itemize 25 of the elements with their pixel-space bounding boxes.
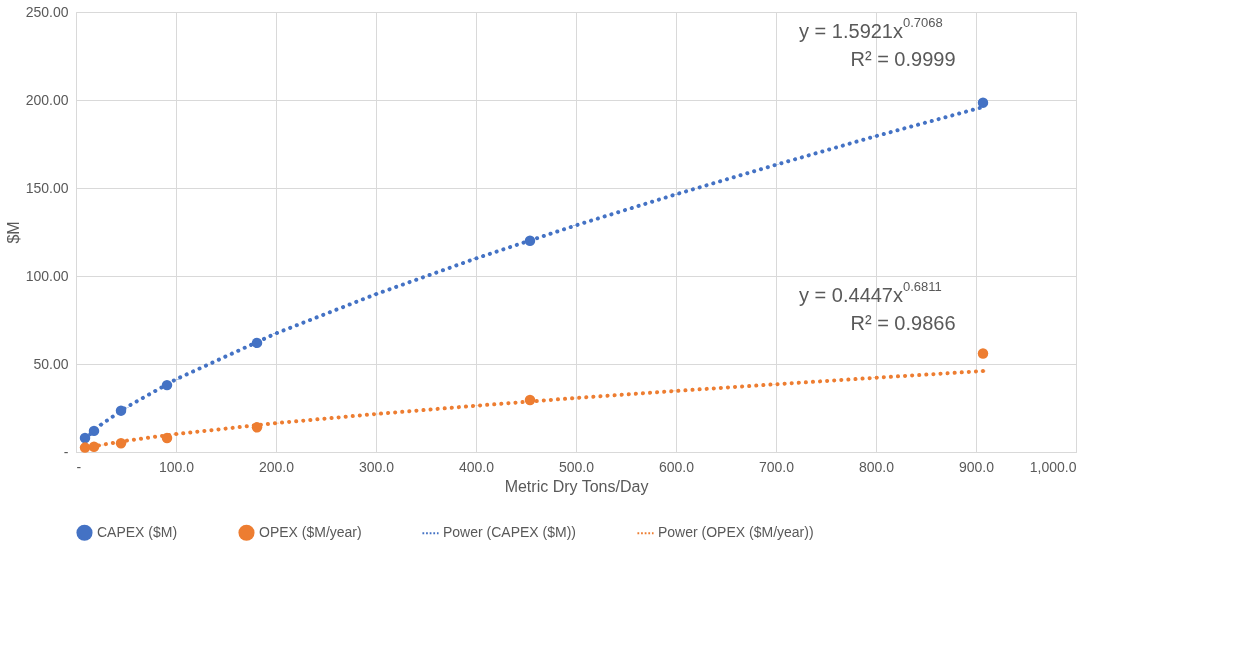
y-tick-label: 250.00 — [25, 3, 69, 20]
x-axis-title: Metric Dry Tons/Day — [504, 477, 649, 495]
y-tick-label: 150.00 — [25, 179, 69, 196]
point — [977, 348, 989, 359]
y-tick-label: - — [63, 443, 69, 460]
legend-label: Power (OPEX ($M/year)) — [658, 524, 814, 541]
x-tick-label: 200.0 — [258, 458, 295, 475]
y-axis-title: $M — [4, 221, 22, 244]
legend-label: OPEX ($M/year) — [259, 523, 362, 540]
y-tick-label: 50.00 — [33, 355, 69, 372]
y-tick-label: 100.00 — [25, 267, 69, 284]
x-tick-label: 500.0 — [558, 458, 595, 475]
x-tick-label: - — [76, 458, 82, 475]
x-tick-label: 900.0 — [958, 458, 995, 475]
x-tick-label: 300.0 — [358, 458, 395, 475]
x-tick-label: 600.0 — [658, 458, 695, 475]
x-tick-label: 1,000.0 — [1029, 458, 1077, 475]
x-tick-label: 100.0 — [158, 458, 195, 475]
x-tick-label: 700.0 — [758, 458, 795, 475]
y-tick-label: 200.00 — [25, 91, 69, 108]
x-tick-label: 800.0 — [858, 458, 895, 475]
x-tick-label: 400.0 — [458, 458, 495, 475]
point — [977, 97, 989, 108]
legend-label: Power (CAPEX ($M)) — [443, 524, 577, 541]
legend-label: CAPEX ($M) — [97, 523, 178, 540]
